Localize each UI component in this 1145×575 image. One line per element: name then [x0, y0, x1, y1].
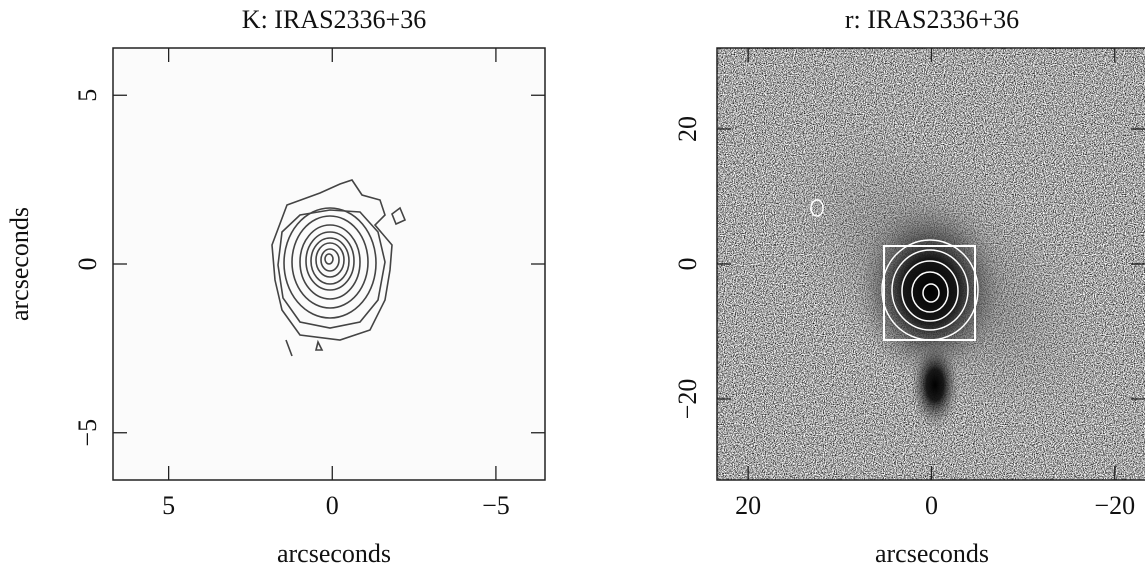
x-tick-label: 20 [735, 491, 761, 520]
image [717, 48, 1145, 480]
y-tick-label: −20 [673, 379, 702, 420]
x-axis-label: arcseconds [875, 539, 989, 568]
y-axis-label: arcseconds [5, 207, 34, 321]
y-tick-label: 0 [73, 258, 102, 271]
x-tick-label: 0 [925, 491, 938, 520]
chart-title: K: IRAS2336+36 [242, 5, 426, 34]
contours [271, 179, 407, 357]
x-tick-label: 0 [326, 491, 339, 520]
y-tick-label: 5 [73, 89, 102, 102]
chart-title: r: IRAS2336+36 [845, 5, 1019, 34]
y-tick-label: 0 [673, 258, 702, 271]
x-tick-label: 5 [162, 491, 175, 520]
x-tick-label: −20 [1094, 491, 1135, 520]
y-tick-label: −5 [73, 419, 102, 447]
x-tick-label: −5 [482, 491, 510, 520]
y-tick-label: 20 [673, 116, 702, 142]
x-axis-label: arcseconds [277, 539, 391, 568]
